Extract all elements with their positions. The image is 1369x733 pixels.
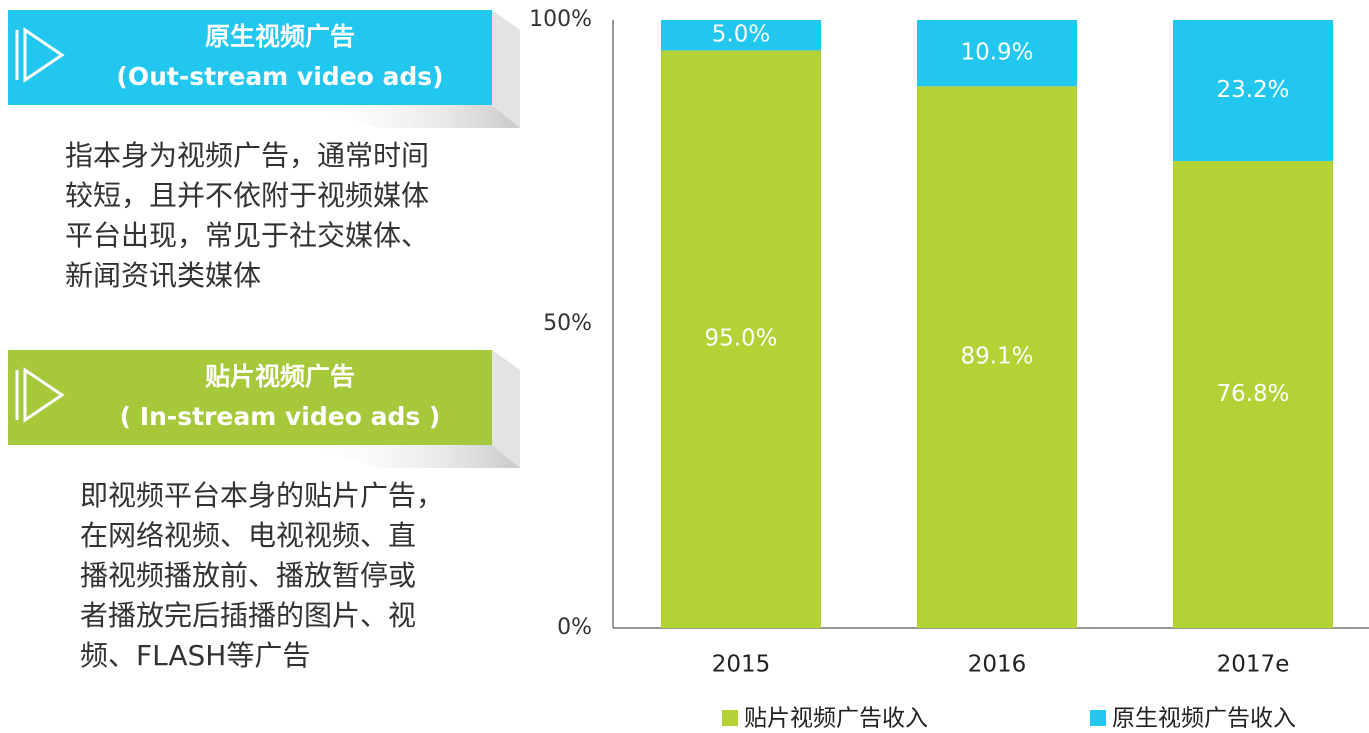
- x-tick-label: 2017e: [1217, 652, 1290, 678]
- data-label: 23.2%: [1216, 77, 1289, 103]
- bar-segment: [1173, 20, 1333, 162]
- panel-subtitle: (Out-stream video ads): [116, 62, 443, 91]
- data-label: 95.0%: [704, 326, 777, 352]
- x-tick-label: 2016: [968, 652, 1027, 678]
- data-label: 89.1%: [960, 344, 1033, 370]
- bar-segment: [1173, 161, 1333, 628]
- panel-title: 贴片视频广告: [205, 362, 355, 391]
- bar-segment: [661, 20, 821, 51]
- icon-arrow: [23, 27, 65, 83]
- icon-arrow: [23, 367, 65, 423]
- data-label: 5.0%: [712, 22, 770, 48]
- data-label: 76.8%: [1216, 381, 1289, 407]
- legend-label: 贴片视频广告收入: [744, 706, 928, 730]
- panel-shadow: [300, 445, 520, 468]
- bar-segment: [661, 50, 821, 628]
- y-tick-label: 0%: [557, 615, 592, 640]
- panel-body: 播视频播放前、播放暂停或: [80, 559, 416, 592]
- panel-body: 即视频平台本身的贴片广告，: [80, 479, 444, 512]
- panel-box: [8, 10, 492, 105]
- panel-box: [8, 350, 492, 445]
- panel-subtitle: ( In-stream video ads ): [120, 402, 441, 431]
- legend-label: 原生视频广告收入: [1112, 706, 1296, 730]
- panel-body: 较短，且并不依附于视频媒体: [65, 179, 429, 212]
- legend-swatch: [1090, 710, 1106, 726]
- panel-body: 者播放完后插播的图片、视: [80, 599, 416, 632]
- y-tick-label: 50%: [543, 311, 592, 336]
- panel-shadow: [492, 10, 520, 128]
- panels: 原生视频广告 (Out-stream video ads) 指本身为视频广告，通常时…: [8, 10, 520, 672]
- panel-body: 新闻资讯类媒体: [65, 259, 261, 292]
- panel-shadow: [492, 350, 520, 468]
- panel-body: 频、FLASH等广告: [80, 639, 310, 672]
- data-label: 10.9%: [960, 40, 1033, 66]
- x-tick-label: 2015: [712, 652, 771, 678]
- legend-swatch: [722, 710, 738, 726]
- panel-shadow: [300, 105, 520, 128]
- panel-title: 原生视频广告: [205, 22, 355, 51]
- panel-body: 平台出现，常见于社交媒体、: [65, 219, 429, 252]
- bar-segment: [917, 20, 1077, 87]
- panel-body: 在网络视频、电视视频、直: [80, 519, 416, 552]
- panel-body: 指本身为视频广告，通常时间: [65, 139, 429, 172]
- y-tick-label: 100%: [529, 7, 592, 32]
- bar-segment: [917, 86, 1077, 629]
